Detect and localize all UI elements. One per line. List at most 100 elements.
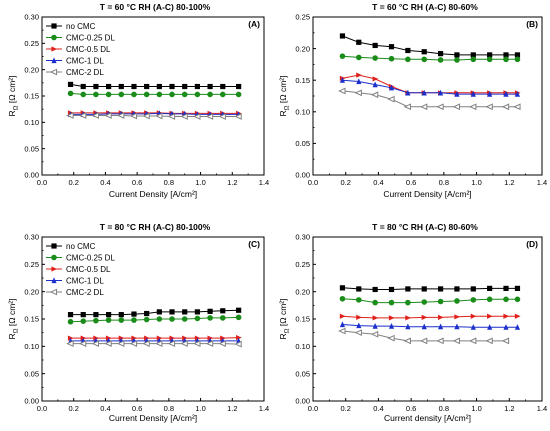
legend-item: CMC-2 DL (46, 68, 104, 77)
y-axis-label: RΩ [Ω cm²] (278, 76, 291, 117)
data-point (514, 296, 521, 303)
x-tick-label: 1.4 (259, 404, 269, 413)
y-tick-label: 0.15 (295, 76, 310, 85)
data-point (372, 299, 378, 306)
data-point (514, 313, 521, 319)
x-tick-label: 0.2 (340, 178, 350, 187)
data-point (193, 113, 201, 120)
chart-panel-d: T = 80 °C RH (A-C) 80-60% (D) 0.0 0.2 0.4 0.6… (278, 222, 547, 423)
series-no-cmc (339, 33, 521, 58)
data-point (93, 317, 99, 324)
series-cmc-0-5-dl (339, 72, 521, 96)
data-point (514, 324, 521, 330)
data-point (104, 112, 112, 119)
y-tick-label: 0.15 (24, 315, 39, 324)
series-no-cmc (67, 81, 242, 90)
data-point (234, 340, 242, 348)
y-axis-label: RΩ [Ω cm²] (278, 299, 291, 340)
data-point (106, 335, 112, 341)
data-point (487, 91, 493, 97)
legend-label: CMC-1 DL (66, 277, 104, 286)
data-point (421, 314, 428, 320)
data-point (372, 42, 378, 49)
series-cmc-2-dl (66, 340, 242, 348)
data-point (421, 49, 427, 55)
data-point (118, 312, 124, 318)
y-axis-label: RΩ [Ω cm²] (7, 76, 20, 117)
data-point (470, 56, 477, 63)
y-tick-label: 0.00 (295, 171, 310, 180)
data-point (470, 324, 476, 330)
data-point (405, 56, 411, 63)
data-point (66, 340, 74, 347)
data-point (356, 39, 362, 45)
series-line (342, 79, 518, 95)
data-point (235, 314, 242, 321)
data-point (91, 112, 100, 119)
data-point (129, 112, 138, 120)
y-tick-label: 0.25 (24, 39, 39, 48)
legend: no CMC CMC-0.25 DL CMC-0.5 DL CMC-1 DL CMC-2… (46, 242, 115, 297)
x-tick-label: 0.2 (340, 404, 350, 413)
data-point (503, 324, 509, 330)
series-no-cmc (339, 285, 521, 293)
data-point (220, 335, 226, 341)
data-point (142, 112, 150, 120)
data-point (503, 91, 509, 97)
x-tick-label: 0.8 (439, 404, 449, 413)
data-point (182, 309, 188, 315)
x-tick-label: 1.4 (537, 178, 547, 187)
data-point (421, 89, 427, 96)
data-point (131, 335, 138, 341)
data-point (421, 299, 428, 305)
plot-frame (312, 236, 543, 402)
data-point (419, 103, 428, 111)
data-point (338, 87, 346, 95)
data-point (144, 310, 150, 317)
y-tick-label: 0.20 (295, 44, 310, 53)
data-point (80, 312, 86, 318)
data-point (194, 335, 201, 341)
data-point (405, 315, 411, 321)
data-point (67, 90, 74, 97)
data-point (131, 311, 137, 317)
data-point (468, 103, 477, 111)
x-tick-label: 0.8 (439, 178, 449, 187)
legend-marker (51, 266, 58, 272)
data-point (169, 316, 175, 322)
legend-item: CMC-0.25 DL (46, 34, 115, 43)
data-point (470, 91, 476, 97)
data-point (91, 340, 100, 347)
data-point (339, 321, 346, 328)
panel-label: (A) (248, 19, 260, 29)
legend-label: no CMC (66, 242, 96, 251)
data-point (470, 313, 477, 319)
series-cmc-1-dl (339, 321, 521, 330)
y-tick-label: 0.05 (24, 144, 39, 153)
y-tick-label: 0.30 (295, 233, 310, 242)
data-point (218, 113, 226, 120)
data-point (181, 316, 188, 322)
data-point (105, 317, 112, 323)
data-point (372, 76, 379, 82)
x-tick-label: 0.6 (132, 178, 142, 187)
data-point (388, 286, 395, 293)
data-point (207, 335, 214, 341)
data-point (144, 83, 150, 90)
panel-label: (C) (248, 239, 260, 249)
data-point (207, 315, 213, 321)
y-tick-label: 0.10 (24, 118, 39, 127)
data-point (156, 83, 162, 90)
series-cmc-0-5-dl (67, 334, 242, 341)
data-point (156, 316, 163, 322)
panel-label: (D) (526, 239, 538, 249)
y-tick-label: 0.20 (295, 287, 310, 296)
series-line (342, 74, 518, 94)
data-point (80, 318, 87, 324)
legend-marker (51, 34, 57, 41)
legend-label: CMC-0.25 DL (66, 254, 115, 263)
legend: no CMC CMC-0.25 DL CMC-0.5 DL CMC-1 DL CMC-2… (46, 22, 115, 77)
legend-label: CMC-0.5 DL (66, 45, 111, 54)
data-point (436, 103, 444, 111)
legend-item: no CMC (46, 242, 96, 251)
